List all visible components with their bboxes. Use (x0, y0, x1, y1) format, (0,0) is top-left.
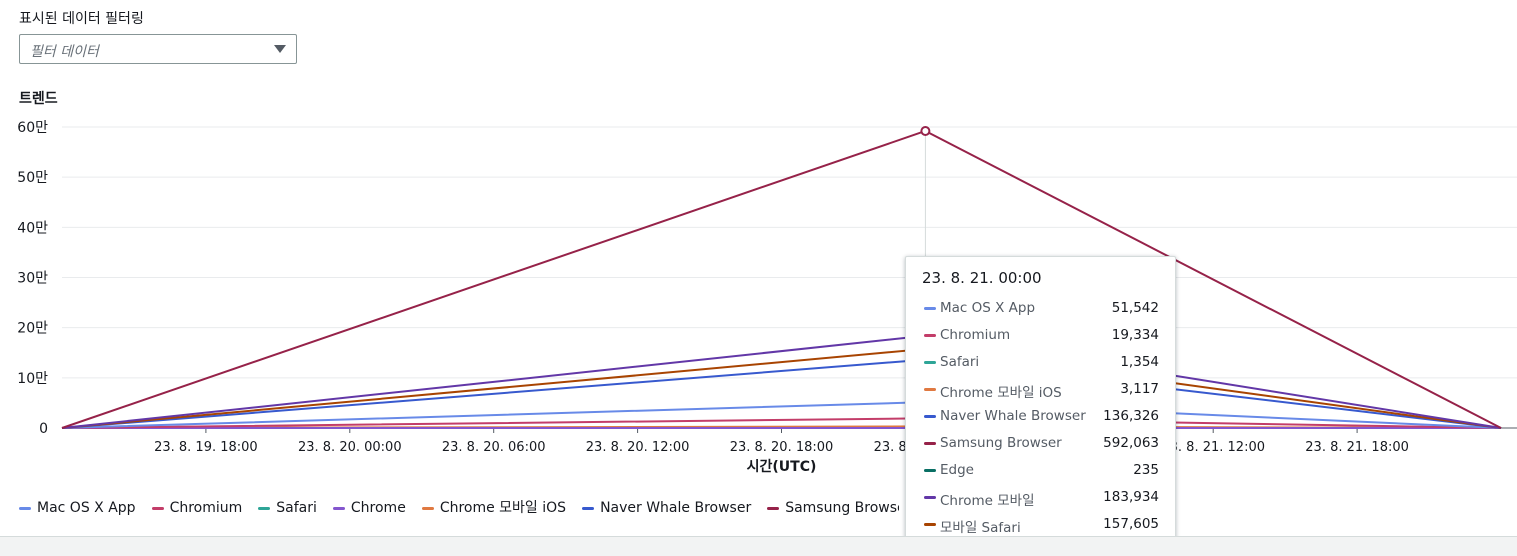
legend-label: Safari (276, 500, 317, 515)
tooltip-series-value: 3,117 (1120, 381, 1159, 397)
legend-label: Mac OS X App (37, 500, 136, 515)
legend-item[interactable]: Samsung Browser (767, 500, 899, 515)
tooltip-series-value: 51,542 (1112, 300, 1159, 316)
tooltip-series-value: 592,063 (1103, 435, 1159, 451)
tooltip-row: Chromium 19,334 (922, 324, 1159, 351)
bottom-bar (0, 536, 1517, 556)
tooltip-swatch-icon (924, 307, 936, 310)
tooltip-row: Chrome 모바일 iOS 3,117 (922, 378, 1159, 405)
tooltip-series-value: 136,326 (1103, 408, 1159, 424)
tooltip-row: Naver Whale Browser 136,326 (922, 405, 1159, 432)
x-tick-label: 23. 8. 20. 00:00 (298, 440, 402, 455)
legend-item[interactable]: Chrome (333, 500, 406, 515)
legend-swatch-icon (152, 507, 164, 510)
y-tick-label: 20만 (17, 321, 48, 337)
tooltip-series-value: 235 (1133, 462, 1159, 478)
y-tick-label: 40만 (17, 220, 48, 236)
y-tick-label: 10만 (17, 371, 48, 387)
y-axis-ticks: 0 10만 20만 30만 40만 50만 60만 (17, 120, 48, 437)
series-point[interactable] (921, 127, 929, 135)
chart-tooltip: 23. 8. 21. 00:00 Mac OS X App 51,542 Chrom… (905, 256, 1176, 546)
tooltip-swatch-icon (924, 496, 936, 499)
legend-item[interactable]: Chrome 모바일 iOS (422, 497, 566, 515)
tooltip-swatch-icon (924, 415, 936, 418)
tooltip-row: Mac OS X App 51,542 (922, 297, 1159, 324)
tooltip-series-value: 183,934 (1103, 489, 1159, 505)
tooltip-title: 23. 8. 21. 00:00 (922, 269, 1159, 291)
tooltip-row: Edge 235 (922, 459, 1159, 486)
x-axis-ticks: 23. 8. 19. 18:00 23. 8. 20. 00:00 23. 8. 2… (154, 428, 1409, 455)
legend-label: Chrome (351, 500, 406, 515)
x-tick-label: 23. 8. 21. 18:00 (1305, 440, 1409, 455)
tooltip-series-value: 1,354 (1120, 354, 1159, 370)
legend-swatch-icon (19, 507, 31, 510)
tooltip-series-name: Naver Whale Browser (940, 408, 1086, 424)
tooltip-series-name: Chrome 모바일 iOS (940, 381, 1062, 401)
tooltip-row: Samsung Browser 592,063 (922, 432, 1159, 459)
legend-swatch-icon (333, 507, 345, 510)
legend-label: Naver Whale Browser (600, 500, 751, 515)
legend-item[interactable]: Mac OS X App (19, 500, 136, 515)
tooltip-swatch-icon (924, 334, 936, 337)
series-line[interactable] (62, 349, 1501, 428)
legend-item[interactable]: Naver Whale Browser (582, 500, 751, 515)
tooltip-swatch-icon (924, 469, 936, 472)
legend-swatch-icon (258, 507, 270, 510)
chart-series (62, 127, 1501, 432)
tooltip-series-name: 모바일 Safari (940, 516, 1021, 536)
legend-label: Chrome 모바일 iOS (440, 500, 566, 515)
tooltip-series-name: Samsung Browser (940, 435, 1062, 451)
tooltip-series-value: 157,605 (1103, 516, 1159, 532)
series-line[interactable] (62, 336, 1501, 428)
legend-swatch-icon (582, 507, 594, 510)
tooltip-series-name: Chrome 모바일 (940, 489, 1035, 509)
tooltip-swatch-icon (924, 442, 936, 445)
tooltip-rows: Mac OS X App 51,542 Chromium 19,334 Safari 1,… (922, 297, 1159, 540)
tooltip-swatch-icon (924, 361, 936, 364)
x-tick-label: 23. 8. 19. 18:00 (154, 440, 258, 455)
tooltip-series-name: Mac OS X App (940, 300, 1035, 316)
legend-swatch-icon (422, 507, 434, 510)
x-axis-label: 시간(UTC) (747, 458, 817, 475)
tooltip-series-name: Chromium (940, 327, 1010, 343)
chart-grid (62, 127, 1517, 428)
legend-label: Chromium (170, 500, 243, 515)
legend-label: Samsung Browser (785, 500, 899, 515)
x-tick-label: 23. 8. 20. 18:00 (730, 440, 834, 455)
tooltip-series-name: Safari (940, 354, 979, 370)
chart-legend: Mac OS X App Chromium Safari Chrome Chrome 모… (19, 497, 899, 515)
series-line[interactable] (62, 131, 1501, 428)
legend-swatch-icon (767, 507, 779, 510)
tooltip-row: Safari 1,354 (922, 351, 1159, 378)
y-tick-label: 0 (39, 421, 48, 437)
y-tick-label: 50만 (17, 170, 48, 186)
tooltip-series-name: Edge (940, 462, 974, 478)
tooltip-row: Chrome 모바일 183,934 (922, 486, 1159, 513)
y-tick-label: 30만 (17, 271, 48, 287)
x-tick-label: 23. 8. 20. 06:00 (442, 440, 546, 455)
tooltip-swatch-icon (924, 523, 936, 526)
x-tick-label: 23. 8. 21. 12:00 (1161, 440, 1265, 455)
legend-item[interactable]: Chromium (152, 500, 243, 515)
y-tick-label: 60만 (17, 120, 48, 136)
tooltip-swatch-icon (924, 388, 936, 391)
tooltip-series-value: 19,334 (1112, 327, 1159, 343)
x-tick-label: 23. 8. 20. 12:00 (586, 440, 690, 455)
legend-item[interactable]: Safari (258, 500, 317, 515)
